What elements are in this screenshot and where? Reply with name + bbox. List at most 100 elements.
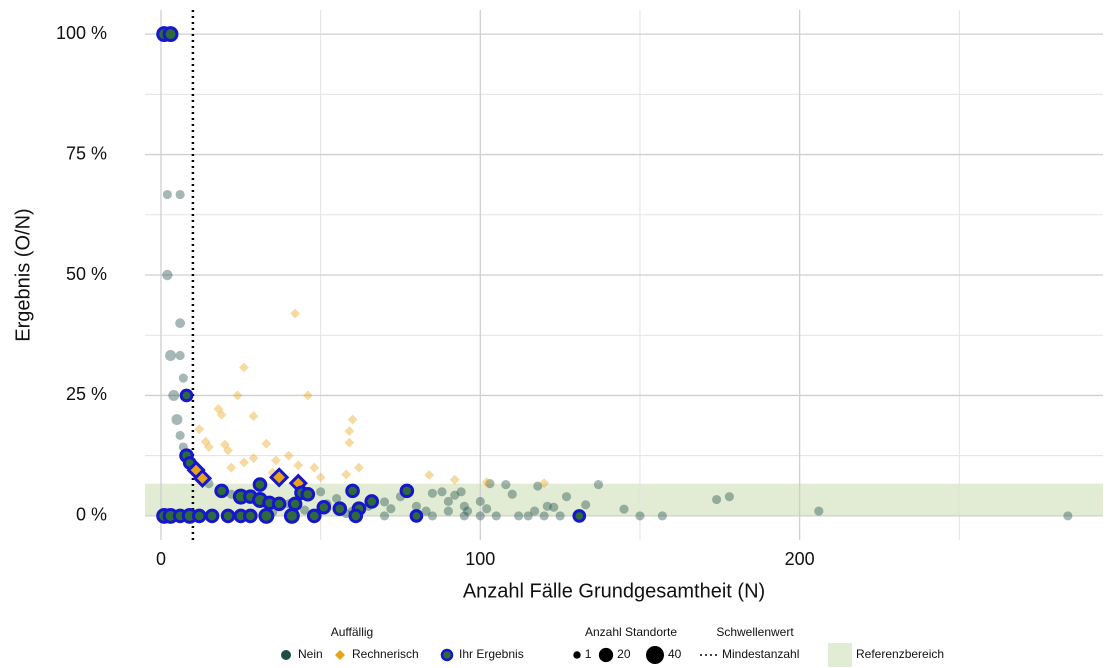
point <box>549 502 559 512</box>
size-legend-swatch <box>646 646 664 664</box>
point <box>539 511 549 521</box>
point <box>332 493 342 504</box>
point <box>287 496 303 512</box>
point <box>261 438 272 449</box>
point <box>712 494 722 505</box>
point <box>175 350 185 361</box>
legend-label: Referenzbereich <box>856 647 944 661</box>
point <box>194 424 205 435</box>
point <box>475 496 485 507</box>
point <box>316 499 332 515</box>
point <box>248 453 259 464</box>
point <box>482 504 492 514</box>
legend-title: Anzahl Standorte <box>585 625 677 639</box>
point <box>411 501 421 511</box>
background-layer <box>145 10 1103 540</box>
point <box>162 189 172 200</box>
point <box>364 494 380 509</box>
point <box>593 480 604 490</box>
point <box>542 501 552 511</box>
y-axis-label: Ergebnis (O/N) <box>12 208 34 341</box>
point <box>270 455 281 466</box>
legend-label: Ihr Ergebnis <box>459 647 524 661</box>
point <box>344 437 355 448</box>
point <box>462 506 473 516</box>
point <box>345 483 360 499</box>
point <box>300 505 310 515</box>
point <box>175 318 186 329</box>
point <box>220 508 236 524</box>
point <box>271 496 287 512</box>
point <box>219 439 230 450</box>
point <box>347 414 358 425</box>
point <box>344 426 355 437</box>
point <box>239 457 249 468</box>
point <box>501 480 511 490</box>
x-tick-label: 200 <box>785 549 815 569</box>
point <box>179 388 194 403</box>
point <box>456 487 466 497</box>
point <box>192 508 207 524</box>
point <box>168 389 180 401</box>
point <box>450 490 460 500</box>
point <box>491 511 501 521</box>
point <box>165 349 177 361</box>
point <box>475 511 485 521</box>
point <box>341 469 352 480</box>
point <box>200 436 211 447</box>
point <box>814 506 824 516</box>
point <box>248 411 259 422</box>
point <box>175 430 185 441</box>
y-tick-label: 25 % <box>66 384 107 404</box>
point <box>409 509 424 523</box>
point <box>226 462 237 473</box>
legend-swatch <box>335 650 345 660</box>
point <box>300 486 316 502</box>
size-legend-swatch <box>573 651 581 659</box>
y-tick-label: 50 % <box>66 264 107 284</box>
point <box>268 467 290 488</box>
point <box>192 468 213 488</box>
point <box>437 487 447 497</box>
y-tick-label: 100 % <box>56 23 107 43</box>
point <box>386 504 396 514</box>
point <box>214 483 229 499</box>
y-tick-label: 0 % <box>76 505 107 525</box>
legend-swatch <box>281 650 291 660</box>
point <box>561 492 572 502</box>
point <box>443 496 453 507</box>
point <box>507 489 517 499</box>
legend-label: Rechnerisch <box>352 647 419 661</box>
legend-title: Auffällig <box>331 625 373 639</box>
point <box>514 511 524 521</box>
point <box>572 509 587 523</box>
point <box>555 511 565 521</box>
x-axis-label: Anzahl Fälle Grundgesamtheit (N) <box>463 580 765 602</box>
point <box>175 189 185 200</box>
point <box>379 497 390 507</box>
point <box>530 506 540 516</box>
point <box>459 511 469 521</box>
point <box>316 487 326 497</box>
point <box>657 511 667 521</box>
legend-swatch <box>440 648 454 662</box>
point <box>162 269 173 281</box>
point <box>178 373 188 383</box>
point <box>283 450 294 461</box>
y-tick-label: 75 % <box>66 143 107 163</box>
point <box>379 511 390 521</box>
point <box>459 501 469 511</box>
point <box>243 508 258 524</box>
point <box>427 488 437 498</box>
point <box>162 26 179 43</box>
point <box>332 501 348 516</box>
point <box>399 483 415 499</box>
point <box>481 477 492 488</box>
point <box>283 507 300 524</box>
legend-label: Mindestanzahl <box>722 647 799 661</box>
size-legend-swatch <box>598 647 614 663</box>
point <box>315 472 326 483</box>
legend-label: 40 <box>668 647 682 661</box>
point <box>449 474 460 485</box>
